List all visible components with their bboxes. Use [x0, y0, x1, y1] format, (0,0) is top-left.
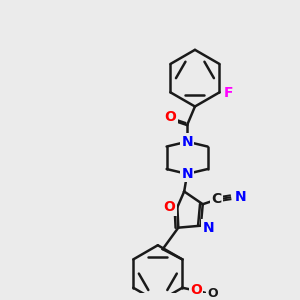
Text: N: N — [181, 167, 193, 181]
Text: O: O — [165, 110, 176, 124]
Text: C: C — [211, 192, 222, 206]
Text: N: N — [203, 221, 214, 235]
Text: N: N — [181, 135, 193, 149]
Text: N: N — [235, 190, 247, 204]
Text: F: F — [224, 86, 233, 100]
Text: O: O — [190, 283, 202, 297]
Text: O: O — [164, 200, 175, 214]
Text: O: O — [207, 287, 218, 300]
